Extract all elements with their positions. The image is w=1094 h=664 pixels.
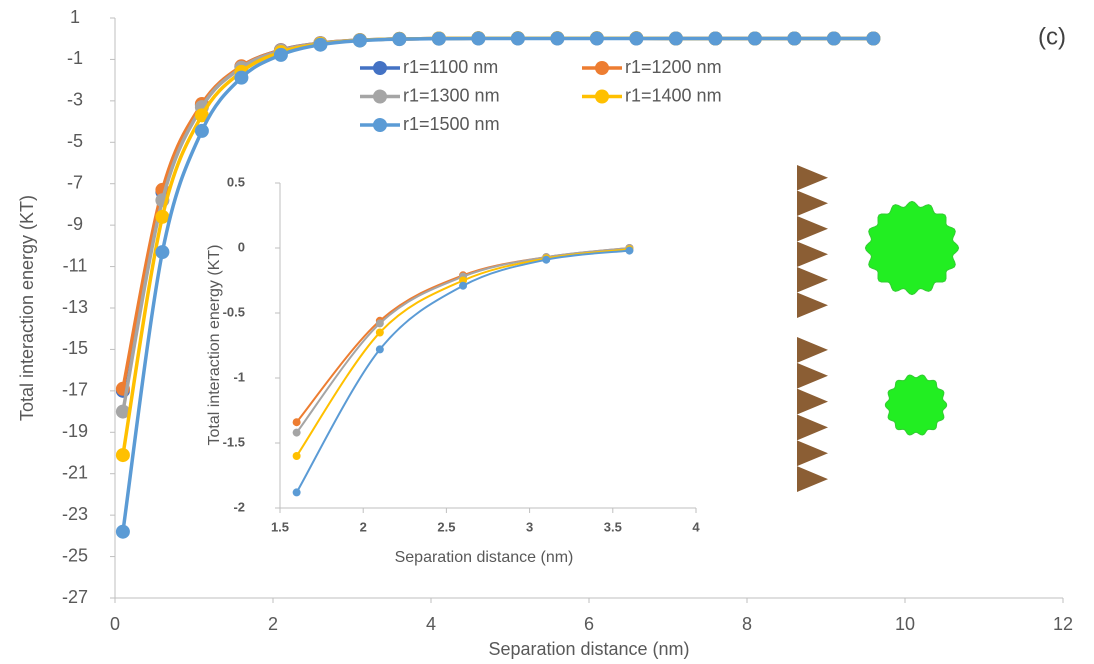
data-point (292, 452, 301, 460)
x-axis-title: Separation distance (nm) (395, 549, 574, 566)
y-tick-label: 1 (70, 7, 80, 27)
legend-marker (595, 61, 609, 75)
data-point (787, 31, 802, 46)
data-point (431, 31, 446, 46)
data-point (375, 345, 384, 354)
x-tick-label: 8 (742, 614, 752, 634)
legend-label: r1=1100 nm (403, 57, 498, 77)
particle (884, 374, 948, 436)
y-tick-label: -9 (67, 214, 83, 234)
data-point (510, 31, 525, 46)
y-tick-label: -7 (67, 172, 83, 192)
data-point (866, 31, 881, 46)
data-point (115, 404, 130, 419)
x-tick-label: 3 (526, 519, 533, 534)
y-tick-label: -13 (62, 297, 88, 317)
data-point (234, 70, 249, 85)
data-point (668, 31, 683, 46)
data-point (115, 448, 130, 463)
y-tick-label: -3 (67, 90, 83, 110)
y-tick-label: -2 (233, 499, 245, 514)
x-tick-label: 4 (692, 519, 700, 534)
legend-marker (373, 61, 387, 75)
particle (864, 200, 960, 296)
data-point (471, 31, 486, 46)
legend-label: r1=1300 nm (403, 85, 500, 105)
rough-surface (797, 165, 828, 318)
y-tick-label: -5 (67, 131, 83, 151)
data-point (115, 524, 130, 539)
data-point (352, 33, 367, 48)
rough-surface (797, 337, 828, 492)
legend-marker (373, 118, 387, 132)
y-axis-title: Total interaction energy (KT) (206, 245, 223, 446)
inset-background (200, 170, 705, 575)
x-tick-label: 0 (110, 614, 120, 634)
x-tick-label: 4 (426, 614, 436, 634)
y-tick-label: -17 (62, 380, 88, 400)
series-line (295, 249, 630, 493)
data-point (629, 31, 644, 46)
data-point (589, 31, 604, 46)
x-tick-label: 2 (268, 614, 278, 634)
y-tick-label: -15 (62, 338, 88, 358)
y-tick-label: -25 (62, 545, 88, 565)
y-tick-label: 0.5 (227, 174, 245, 189)
main-chart: (c) Separation distance (nm) Total inter… (17, 7, 1073, 659)
data-point (392, 32, 407, 47)
data-point (375, 319, 384, 328)
y-tick-label: -1 (233, 369, 245, 384)
x-tick-label: 3.5 (604, 519, 622, 534)
x-tick-label: 2.5 (437, 519, 455, 534)
legend-label: r1=1400 nm (625, 85, 722, 105)
data-point (826, 31, 841, 46)
data-point (708, 31, 723, 46)
y-tick-label: -19 (62, 421, 88, 441)
y-tick-label: 0 (238, 239, 245, 254)
y-tick-label: -1 (67, 48, 83, 68)
illustration (797, 165, 960, 492)
data-point (375, 328, 384, 337)
y-tick-label: -21 (62, 462, 88, 482)
data-point (292, 428, 301, 437)
y-tick-label: -11 (63, 255, 88, 275)
data-point (292, 418, 301, 427)
x-tick-label: 1.5 (271, 519, 289, 534)
data-point (273, 47, 288, 62)
y-tick-label: -0.5 (223, 304, 245, 319)
data-point (155, 245, 170, 260)
x-tick-label: 10 (895, 614, 915, 634)
panel-label: (c) (1038, 23, 1066, 50)
data-point (155, 209, 170, 224)
y-tick-label: -1.5 (223, 434, 245, 449)
y-axis-title: Total interaction energy (KT) (17, 195, 37, 421)
data-point (542, 255, 551, 264)
legend-marker (373, 89, 387, 104)
data-point (625, 246, 634, 255)
x-tick-label: 2 (360, 519, 367, 534)
y-tick-label: -27 (62, 587, 88, 607)
y-tick-label: -23 (62, 504, 88, 524)
data-point (194, 108, 209, 123)
data-point (292, 488, 301, 497)
series-line (295, 248, 630, 457)
data-point (550, 31, 565, 46)
legend-label: r1=1200 nm (625, 57, 722, 77)
legend-marker (595, 89, 609, 104)
legend-label: r1=1500 nm (403, 114, 500, 134)
x-tick-label: 12 (1053, 614, 1073, 634)
data-point (194, 123, 209, 138)
x-tick-label: 6 (584, 614, 594, 634)
x-axis-title: Separation distance (nm) (488, 639, 689, 659)
data-point (747, 31, 762, 46)
data-point (459, 281, 468, 290)
inset-chart: Separation distance (nm) Total interacti… (206, 174, 700, 566)
data-point (313, 37, 328, 52)
